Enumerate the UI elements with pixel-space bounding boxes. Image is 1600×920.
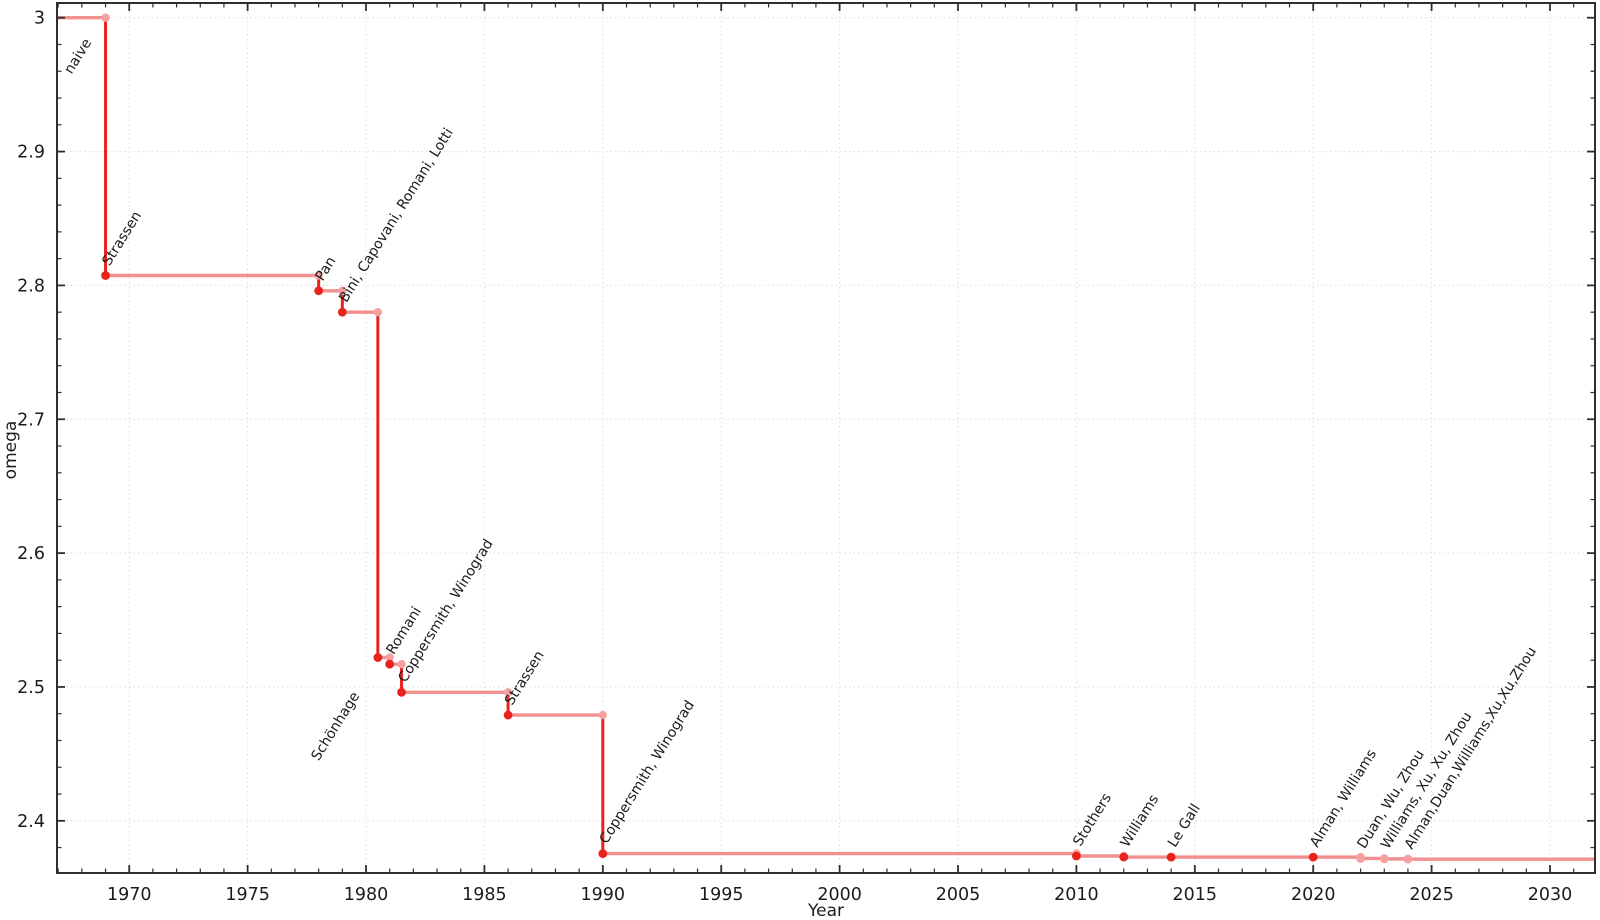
tick-label-y-3: 3 (34, 9, 45, 29)
point-coppersmith-winograd-1990 (598, 849, 608, 858)
label-bini-capovani-romani-lotti-1979: Bini, Capovani, Romani, Lotti (336, 125, 457, 305)
label-coppersmith-winograd-1990: Coppersmith, Winograd (597, 698, 698, 847)
tick-label-x-2025: 2025 (1409, 885, 1454, 905)
point-romani-1981 (385, 659, 395, 669)
label-pan-1978: Pan (312, 254, 339, 284)
y-axis-title: omega (1, 421, 21, 480)
x-axis-title: Year (807, 901, 844, 920)
point-sch-nhage-1980.5 (373, 653, 383, 662)
point-strassen-1969 (101, 271, 110, 280)
tick-label-y-2.6: 2.6 (17, 544, 45, 564)
tick-label-x-2015: 2015 (1173, 885, 1218, 905)
axes-and-ticks: 1970 1975 1980 1985 1990 1995 2000 2005 2010 2015… (17, 2, 1596, 905)
step-corner-point-6 (503, 688, 513, 697)
point-duan-wu-zhou-2022 (1356, 854, 1365, 863)
tick-label-x-1975: 1975 (225, 885, 270, 905)
point-williams-2012 (1119, 852, 1129, 862)
step-corner-point-5 (397, 660, 406, 669)
point-bini-capovani-romani-lotti-1979 (337, 307, 347, 317)
tick-label-y-2.4: 2.4 (17, 812, 45, 832)
label-stothers-2010: Stothers (1070, 791, 1115, 849)
step-corner-point-4 (385, 653, 394, 662)
tick-label-x-2000: 2000 (817, 885, 862, 905)
point-alman-duan-williams-xu-xu-zhou-2024 (1403, 854, 1413, 864)
tick-label-y-2.5: 2.5 (17, 678, 45, 698)
point-le-gall-2014 (1166, 852, 1176, 862)
label-sch-nhage-1980.5: Schönhage (308, 689, 363, 764)
tick-label-x-1980: 1980 (344, 885, 389, 905)
step-corner-point-3 (373, 307, 383, 317)
tick-label-x-1985: 1985 (462, 885, 507, 905)
point-pan-1978 (314, 286, 324, 296)
tick-label-x-1970: 1970 (107, 885, 152, 905)
step-corner-point-0 (101, 13, 110, 22)
point-strassen-1986 (503, 710, 513, 720)
point-williams-xu-xu-zhou-2023 (1379, 854, 1389, 864)
label-naive: naive (61, 36, 95, 77)
tick-label-x-2020: 2020 (1291, 885, 1336, 905)
gridlines (57, 3, 1595, 873)
tick-label-x-2030: 2030 (1528, 885, 1573, 905)
tick-label-y-2.9: 2.9 (17, 143, 45, 163)
tick-label-x-1990: 1990 (581, 885, 626, 905)
tick-label-x-1995: 1995 (699, 885, 744, 905)
tick-label-x-2010: 2010 (1054, 885, 1099, 905)
tick-label-x-2005: 2005 (936, 885, 981, 905)
point-stothers-2010 (1072, 851, 1081, 861)
label-le-gall-2014: Le Gall (1165, 801, 1204, 850)
data-series (57, 13, 1595, 864)
step-corner-point-2 (338, 286, 347, 295)
tick-label-y-2.7: 2.7 (17, 410, 45, 430)
tick-label-y-2.8: 2.8 (17, 276, 45, 296)
label-strassen-1986: Strassen (502, 648, 548, 708)
point-alman-williams-2020 (1308, 852, 1318, 862)
plot-border (56, 2, 1596, 874)
point-coppersmith-winograd-1981.5 (397, 687, 406, 697)
step-corner-point-7 (598, 710, 608, 720)
step-corner-point-1 (314, 271, 323, 280)
